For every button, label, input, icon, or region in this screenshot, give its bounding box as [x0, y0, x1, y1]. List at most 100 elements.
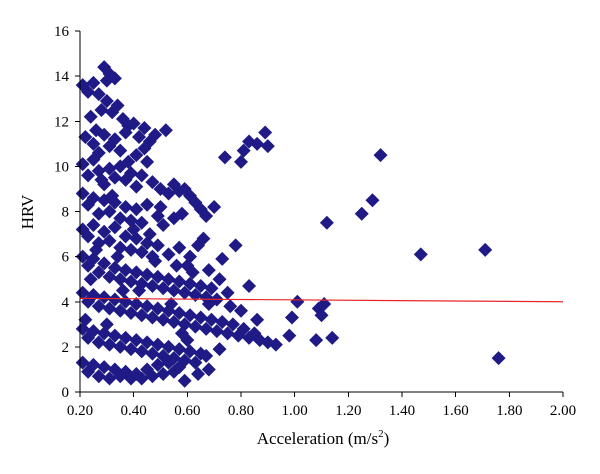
data-point	[113, 211, 128, 226]
data-point	[91, 335, 106, 350]
data-point	[134, 215, 149, 230]
data-point	[174, 326, 189, 341]
data-point	[325, 330, 340, 345]
data-point	[115, 283, 130, 298]
data-point	[156, 281, 171, 296]
data-point	[150, 337, 165, 352]
data-point	[161, 272, 176, 287]
data-point	[132, 283, 147, 298]
data-point	[183, 344, 198, 359]
data-point	[113, 272, 128, 287]
data-point	[102, 301, 117, 316]
data-point	[172, 360, 187, 375]
data-point	[132, 130, 147, 145]
data-point	[145, 175, 160, 190]
data-point	[250, 312, 265, 327]
data-point	[413, 247, 428, 262]
data-point	[193, 278, 208, 293]
data-point	[150, 301, 165, 316]
data-point	[123, 306, 138, 321]
data-point	[161, 186, 176, 201]
data-point	[129, 333, 144, 348]
y-tick-label: 12	[54, 114, 69, 130]
data-point	[107, 328, 122, 343]
data-point	[110, 249, 125, 264]
data-point	[107, 292, 122, 307]
data-point	[107, 170, 122, 185]
data-point	[126, 116, 141, 131]
data-point	[172, 240, 187, 255]
data-point	[207, 199, 222, 214]
data-point	[172, 306, 187, 321]
data-point	[193, 310, 208, 325]
data-point	[225, 317, 240, 332]
data-point	[91, 87, 106, 102]
data-point	[86, 152, 101, 167]
data-point	[129, 202, 144, 217]
data-point	[91, 265, 106, 280]
data-point	[201, 297, 216, 312]
data-point	[158, 123, 173, 138]
data-point	[185, 265, 200, 280]
data-point	[223, 299, 238, 314]
data-point	[169, 258, 184, 273]
data-point	[107, 220, 122, 235]
data-point	[284, 310, 299, 325]
data-point	[140, 154, 155, 169]
data-point	[137, 141, 152, 156]
data-point	[134, 344, 149, 359]
data-point	[217, 150, 232, 165]
data-point	[140, 267, 155, 282]
data-point	[94, 172, 109, 187]
data-point	[134, 308, 149, 323]
data-point	[121, 154, 136, 169]
data-point	[148, 127, 163, 142]
y-axis-ticks: 0 2 4 6 8 10 12 14 16	[54, 24, 80, 401]
data-point	[123, 342, 138, 357]
data-point	[150, 357, 165, 372]
data-point	[140, 197, 155, 212]
x-tick-label: 1.20	[335, 403, 361, 419]
data-point	[75, 249, 90, 264]
data-point	[86, 75, 101, 90]
data-point	[86, 190, 101, 205]
data-point	[140, 335, 155, 350]
x-tick-label: 1.60	[443, 403, 469, 419]
data-point	[99, 317, 114, 332]
data-point	[123, 242, 138, 257]
data-point	[148, 254, 163, 269]
data-point	[220, 326, 235, 341]
data-point	[215, 315, 230, 330]
data-point	[86, 357, 101, 372]
data-point	[118, 125, 133, 140]
data-point	[134, 371, 149, 386]
data-point	[199, 348, 214, 363]
data-point	[129, 265, 144, 280]
x-axis-title-main: Acceleration (m/s	[257, 429, 378, 448]
data-point	[97, 224, 112, 239]
data-point	[201, 362, 216, 377]
y-tick-label: 2	[62, 340, 70, 356]
data-point	[365, 193, 380, 208]
x-tick-label: 0.80	[228, 403, 254, 419]
data-point	[204, 312, 219, 327]
data-point	[75, 355, 90, 370]
data-point	[234, 154, 248, 169]
data-point	[75, 186, 90, 201]
data-point	[156, 312, 171, 327]
data-point	[134, 168, 149, 183]
data-point	[75, 285, 90, 300]
data-point	[81, 229, 96, 244]
data-point	[129, 179, 144, 194]
data-point	[145, 369, 160, 384]
data-point	[78, 130, 93, 145]
data-point	[102, 371, 117, 386]
data-point	[150, 269, 165, 284]
y-tick-label: 8	[62, 205, 70, 221]
x-axis-ticks: 0.20 0.40 0.60 0.80 1.00 1.20 1.40 1.60 1.80 2.00	[67, 392, 576, 419]
data-point	[145, 346, 160, 361]
data-point	[118, 263, 133, 278]
data-point	[183, 308, 198, 323]
trend-line	[79, 297, 564, 303]
